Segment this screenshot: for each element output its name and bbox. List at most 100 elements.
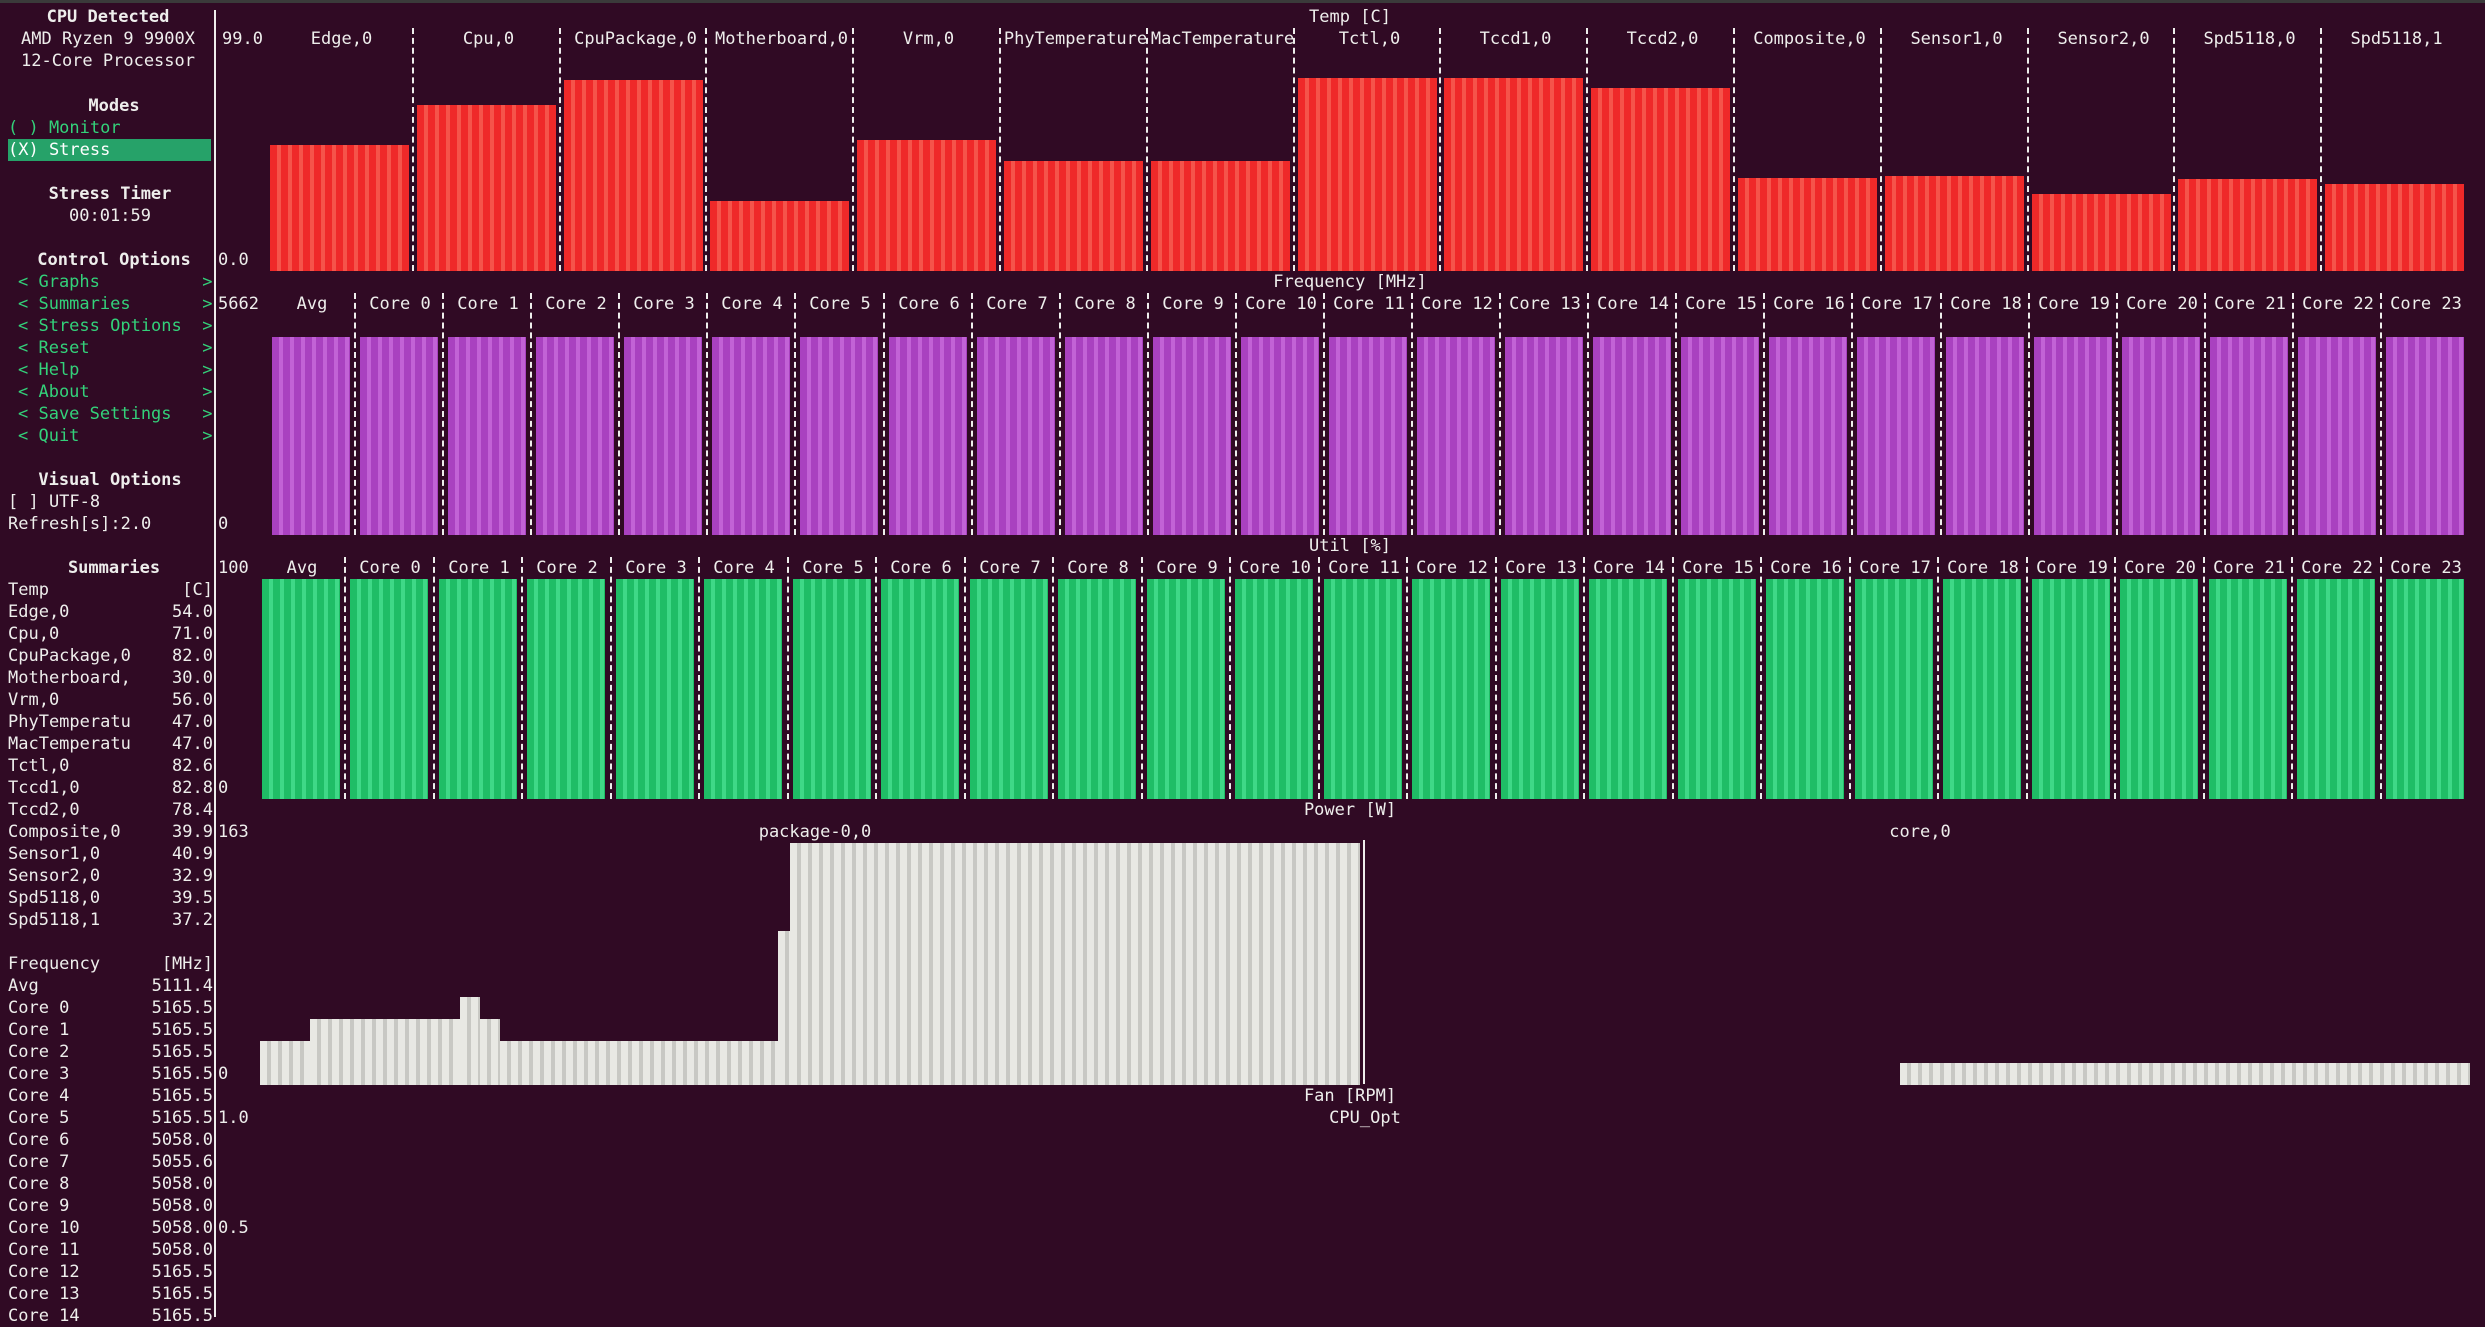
util-column-label: Avg xyxy=(286,558,318,578)
menu-about[interactable]: < About > xyxy=(18,382,213,402)
temp-graph-title: Temp [C] xyxy=(1309,7,1391,27)
frequency-bar xyxy=(1505,337,1583,535)
temp-graph-ymax: 99.0 xyxy=(222,29,263,49)
util-column-separator xyxy=(1052,557,1054,799)
temp-summary-name: PhyTemperatu xyxy=(8,712,131,732)
power-history-bar xyxy=(460,997,480,1085)
util-column-separator xyxy=(1141,557,1143,799)
temp-summary-row: Cpu,0 71.0 xyxy=(8,623,213,645)
freq-summary-value: 5165.5 xyxy=(151,1262,213,1282)
temp-summary-value: 78.4 xyxy=(172,800,213,820)
util-column-label: Core 14 xyxy=(1593,558,1665,578)
freq-summary-value: 5165.5 xyxy=(151,1020,213,1040)
fan-graph-ymax: 1.0 xyxy=(218,1108,249,1128)
temp-summary-value: 54.0 xyxy=(172,602,213,622)
frequency-bar xyxy=(2210,337,2288,535)
temp-column-separator xyxy=(1733,28,1735,271)
util-column-label: Core 8 xyxy=(1067,558,1129,578)
menu-graphs[interactable]: < Graphs > xyxy=(18,272,213,292)
temp-column-separator xyxy=(1293,28,1295,271)
power-history-bar xyxy=(310,1019,460,1085)
frequency-column-label: Core 1 xyxy=(457,294,519,314)
menu-save-settings[interactable]: < Save Settings > xyxy=(18,404,213,424)
frequency-column-separator xyxy=(618,293,620,535)
util-column-label: Core 17 xyxy=(1859,558,1931,578)
frequency-column-separator xyxy=(883,293,885,535)
temp-sensor-label: Motherboard,0 xyxy=(714,29,849,49)
temp-column-separator xyxy=(2173,28,2175,271)
frequency-bar xyxy=(360,337,438,535)
power-history-bar xyxy=(778,931,790,1085)
freq-summary-name: Core 10 xyxy=(8,1218,80,1238)
menu-quit[interactable]: < Quit > xyxy=(18,426,213,446)
freq-summary-row: Avg 5111.4 xyxy=(8,975,213,997)
util-bar xyxy=(1412,579,1490,799)
frequency-column-separator xyxy=(1851,293,1853,535)
freq-summary-value: 5165.5 xyxy=(151,1284,213,1304)
frequency-column-separator xyxy=(2380,293,2382,535)
util-bar xyxy=(793,579,871,799)
cpu-name-line1: AMD Ryzen 9 9900X xyxy=(21,29,195,49)
temp-summary-header-name: Temp xyxy=(8,580,49,600)
refresh-rate-field[interactable]: Refresh[s]:2.0 xyxy=(8,514,152,534)
temp-summary-row: MacTemperatu 47.0 xyxy=(8,733,213,755)
util-column-separator xyxy=(1760,557,1762,799)
frequency-column-separator xyxy=(2116,293,2118,535)
util-column-label: Core 20 xyxy=(2124,558,2196,578)
mode-stress-radio[interactable]: (X) Stress xyxy=(8,139,211,161)
frequency-graph-ymin: 0 xyxy=(218,514,229,534)
freq-summary-value: 5058.0 xyxy=(151,1196,213,1216)
frequency-column-label: Core 19 xyxy=(2038,294,2110,314)
menu-summaries[interactable]: < Summaries > xyxy=(18,294,213,314)
util-column-separator xyxy=(433,557,435,799)
temp-summary-row: Vrm,0 56.0 xyxy=(8,689,213,711)
visual-options-title: Visual Options xyxy=(38,470,182,490)
util-column-separator xyxy=(2026,557,2028,799)
power-series-core-label: core,0 xyxy=(1889,822,1951,842)
freq-summary-row: Core 8 5058.0 xyxy=(8,1173,213,1195)
fan-graph-mid: 0.5 xyxy=(218,1218,249,1238)
temp-summary-row: PhyTemperatu 47.0 xyxy=(8,711,213,733)
power-graph-ymax: 163 xyxy=(218,822,249,842)
mode-monitor-radio[interactable]: ( ) Monitor xyxy=(8,118,121,138)
freq-summary-row: Core 13 5165.5 xyxy=(8,1283,213,1305)
temp-summary-name: Edge,0 xyxy=(8,602,70,622)
util-column-separator xyxy=(1229,557,1231,799)
temp-sensor-label: Spd5118,1 xyxy=(2350,29,2443,49)
temp-summary-name: Sensor2,0 xyxy=(8,866,101,886)
frequency-column-separator xyxy=(1587,293,1589,535)
menu-reset[interactable]: < Reset > xyxy=(18,338,213,358)
util-graph-ymin: 0 xyxy=(218,778,229,798)
utf8-checkbox[interactable]: [ ] UTF-8 xyxy=(8,492,101,512)
util-column-label: Core 23 xyxy=(2390,558,2462,578)
frequency-column-label: Core 20 xyxy=(2126,294,2198,314)
util-column-separator xyxy=(2380,557,2382,799)
temp-bar xyxy=(710,201,849,271)
temp-column-separator xyxy=(1146,28,1148,271)
menu-stress-options[interactable]: < Stress Options > xyxy=(18,316,213,336)
temp-sensor-label: Spd5118,0 xyxy=(2203,29,2296,49)
temp-summary-row: Tccd1,0 82.8 xyxy=(8,777,213,799)
freq-summary-name: Core 13 xyxy=(8,1284,80,1304)
temp-summary-value: 32.9 xyxy=(172,866,213,886)
frequency-bar xyxy=(1681,337,1759,535)
temp-summary-name: Spd5118,1 xyxy=(8,910,101,930)
util-column-separator xyxy=(787,557,789,799)
util-column-label: Core 16 xyxy=(1770,558,1842,578)
freq-summary-value: 5058.0 xyxy=(151,1174,213,1194)
temp-summary-value: 82.0 xyxy=(172,646,213,666)
temp-sensor-label: Tccd1,0 xyxy=(1479,29,1552,49)
temp-summary-name: Tccd2,0 xyxy=(8,800,80,820)
freq-summary-row: Core 11 5058.0 xyxy=(8,1239,213,1261)
util-column-label: Core 22 xyxy=(2301,558,2373,578)
cpu-name-line2: 12-Core Processor xyxy=(21,51,195,71)
util-column-label: Core 6 xyxy=(890,558,952,578)
util-column-label: Core 15 xyxy=(1682,558,1754,578)
frequency-column-separator xyxy=(1059,293,1061,535)
freq-summary-name: Core 0 xyxy=(8,998,70,1018)
menu-help[interactable]: < Help > xyxy=(18,360,213,380)
temp-bar xyxy=(270,145,409,271)
frequency-column-separator xyxy=(1940,293,1942,535)
util-column-separator xyxy=(875,557,877,799)
temp-summary-name: Sensor1,0 xyxy=(8,844,101,864)
